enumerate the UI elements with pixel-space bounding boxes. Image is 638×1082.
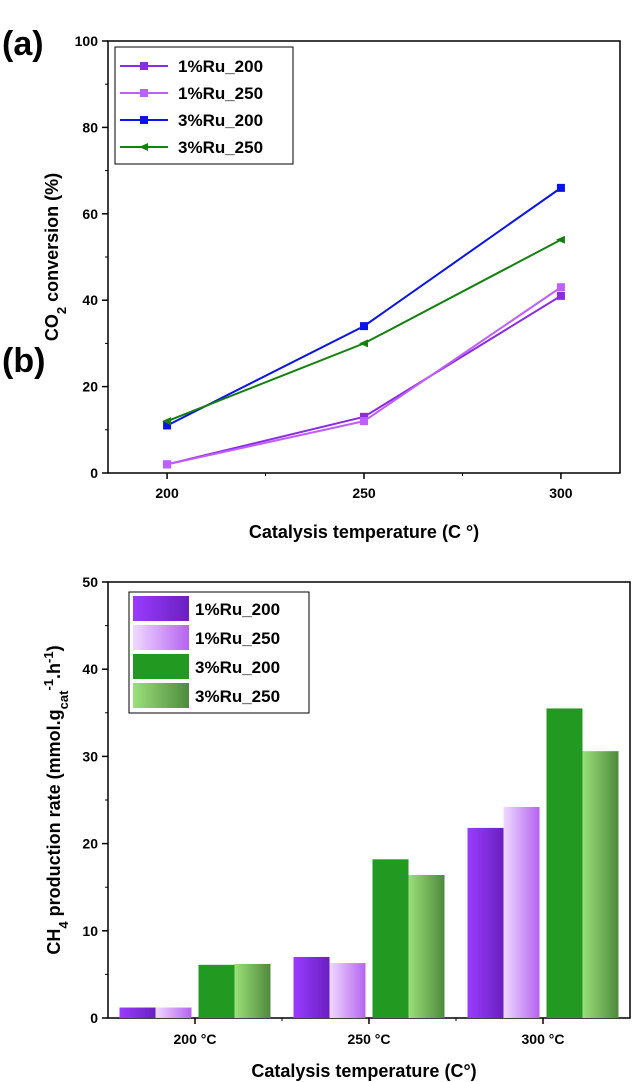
panel-a-series [162, 183, 565, 469]
legend-swatch-1pctru-200 [133, 596, 189, 621]
b-y-tick-label: 10 [82, 923, 98, 939]
panel-a-y-axis-title: CO2 conversion (%) [42, 173, 69, 341]
a-x-tick-label: 200 [155, 485, 179, 501]
bar-1pctru-200 [293, 956, 330, 1018]
data-point-1pctru-250 [163, 460, 172, 469]
panel-a-label: (a) [2, 25, 44, 63]
legend-swatch-3pctru-200 [133, 654, 189, 679]
panel-b-legend: 1%Ru_200 1%Ru_250 3%Ru_200 3%Ru_250 [128, 591, 310, 714]
b-y-tick-label: 50 [82, 574, 98, 590]
series-line-1pctru-200 [166, 295, 562, 466]
data-point-3pctru-200 [360, 322, 368, 331]
b-y-tick-label: 0 [90, 1010, 98, 1026]
bar-1pctru-250 [503, 806, 540, 1018]
a-y-tick-label: 20 [82, 379, 98, 395]
panel-b-x-axis-title: Catalysis temperature (C°) [251, 1061, 476, 1081]
legend-marker-1pctru-250 [140, 89, 148, 97]
data-point-3pctru-250 [359, 339, 368, 348]
legend-marker-3pctru-200 [140, 116, 148, 124]
legend-marker-1pctru-200 [140, 62, 148, 70]
bar-3pctru-200 [546, 708, 583, 1018]
panel-a-line-chart: 0 20 40 60 80 100 200 250 300 Catalysis temperat… [42, 33, 621, 542]
panel-b-label: (b) [2, 342, 45, 380]
legend-label-1pctru-200: 1%Ru_200 [195, 600, 280, 619]
panel-a-ticks: 0 20 40 60 80 100 200 250 300 [75, 33, 573, 501]
b-x-tick-label: 200 °C [174, 1031, 217, 1047]
a-y-tick-label: 60 [82, 206, 98, 222]
panel-a-x-axis-title: Catalysis temperature (C °) [249, 522, 479, 542]
b-y-tick-label: 30 [82, 748, 98, 764]
a-y-tick-label: 0 [90, 465, 98, 481]
data-point-1pctru-200 [360, 412, 368, 421]
legend-swatch-1pctru-250 [133, 625, 189, 650]
legend-label-3pctru-200: 3%Ru_200 [195, 658, 280, 677]
series-line-3pctru-250 [166, 238, 562, 423]
bar-3pctru-200 [198, 964, 235, 1018]
data-point-3pctru-250 [162, 417, 172, 426]
legend-swatch-3pctru-250 [133, 683, 189, 708]
legend-label-1pctru-250: 1%Ru_250 [178, 84, 263, 103]
legend-marker-3pctru-250 [139, 143, 148, 151]
data-point-1pctru-200 [556, 291, 565, 300]
a-x-tick-label: 250 [352, 485, 376, 501]
b-y-tick-label: 40 [82, 661, 98, 677]
bar-3pctru-250 [234, 963, 271, 1018]
legend-label-3pctru-200: 3%Ru_200 [178, 111, 263, 130]
data-point-1pctru-250 [360, 417, 368, 426]
a-y-tick-label: 40 [82, 292, 98, 308]
b-y-tick-label: 20 [82, 836, 98, 852]
data-point-3pctru-200 [163, 421, 172, 430]
legend-label-3pctru-250: 3%Ru_250 [178, 138, 263, 157]
b-x-tick-label: 250 °C [348, 1031, 391, 1047]
data-point-3pctru-200 [556, 183, 565, 192]
a-y-tick-label: 100 [75, 33, 99, 49]
legend-label-3pctru-250: 3%Ru_250 [195, 687, 280, 706]
panel-b-y-axis-title: CH4 production rate (mmol.gcat-1.h-1) [41, 645, 71, 954]
panel-b-bars [119, 708, 619, 1018]
bar-3pctru-250 [408, 874, 445, 1018]
bar-1pctru-250 [329, 963, 366, 1018]
panel-b-ticks: 0 10 20 30 40 50 200 °C 250 °C 300 °C [82, 574, 564, 1047]
bar-1pctru-200 [119, 1007, 156, 1018]
series-line-1pctru-250 [166, 286, 562, 466]
bar-1pctru-200 [467, 827, 504, 1018]
bar-3pctru-200 [372, 859, 409, 1018]
data-point-3pctru-250 [555, 235, 565, 244]
a-x-tick-label: 300 [549, 485, 573, 501]
data-point-1pctru-250 [556, 283, 565, 292]
a-y-tick-label: 80 [82, 119, 98, 135]
bar-1pctru-250 [155, 1007, 192, 1018]
b-x-tick-label: 300 °C [522, 1031, 565, 1047]
bar-3pctru-250 [582, 751, 619, 1018]
panel-a-legend: 1%Ru_200 1%Ru_250 3%Ru_200 3%Ru_250 [114, 46, 294, 165]
panel-b-bar-chart: 0 10 20 30 40 50 200 °C 250 °C 300 °C Catalysis … [41, 574, 631, 1081]
legend-label-1pctru-250: 1%Ru_250 [195, 629, 280, 648]
legend-label-1pctru-200: 1%Ru_200 [178, 57, 263, 76]
series-line-3pctru-200 [166, 187, 562, 427]
